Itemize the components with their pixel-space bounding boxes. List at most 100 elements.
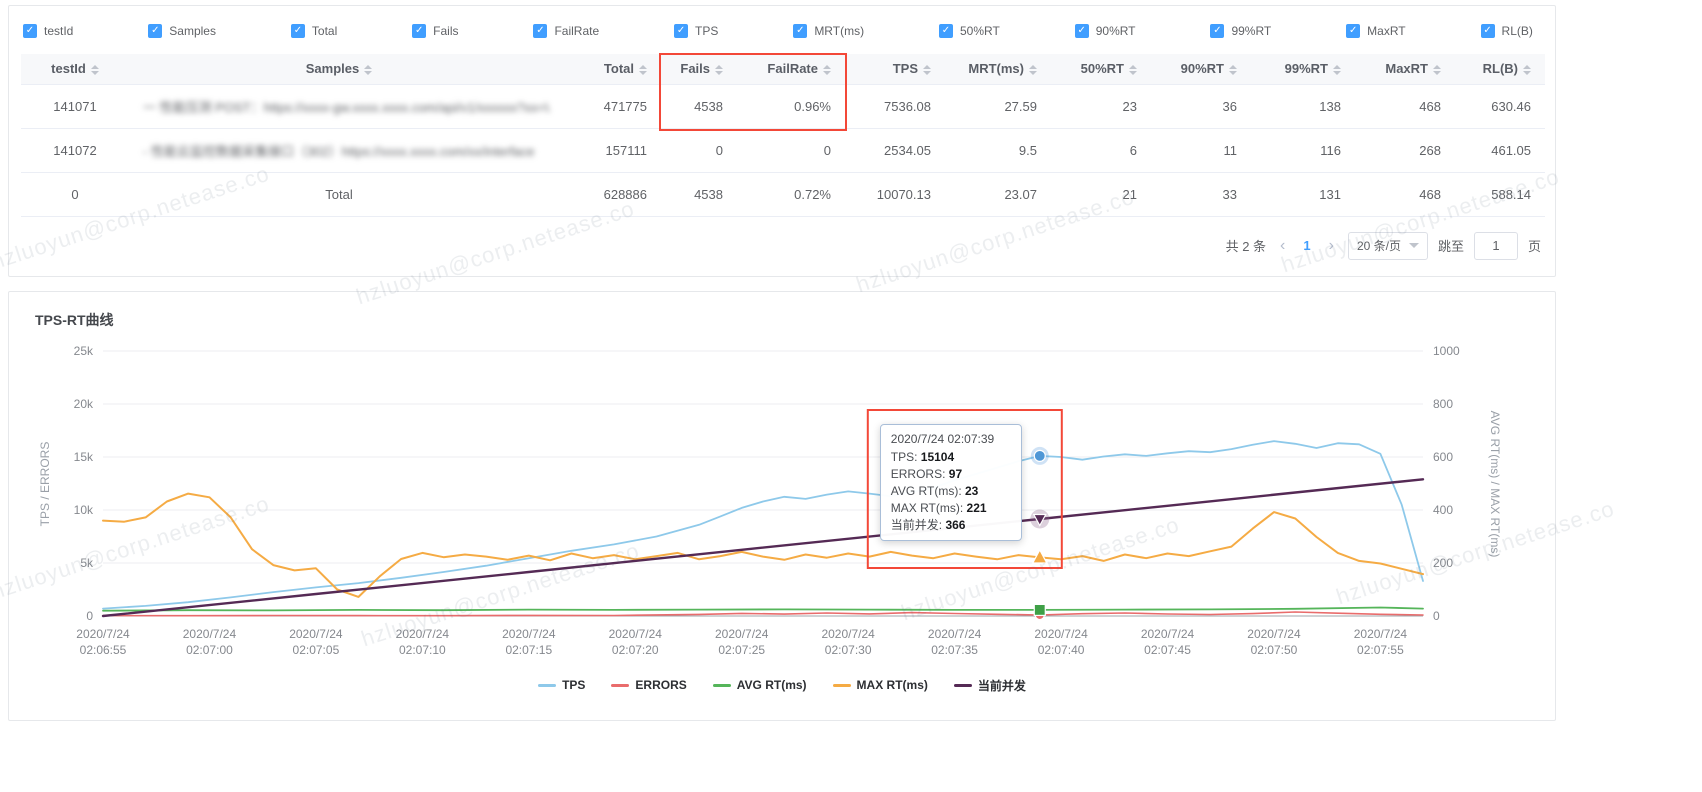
column-toggle-fails[interactable]: ✓ Fails [412, 24, 459, 38]
page-number-button[interactable]: 1 [1303, 238, 1311, 253]
checkbox-checked-icon[interactable]: ✓ [23, 24, 37, 38]
table-cell: 11 [1151, 128, 1251, 173]
table-cell: 10070.13 [845, 172, 945, 217]
table-cell: 23.07 [945, 172, 1051, 217]
tps-rt-chart: 0 5k 10k 15k 20k 25k 0 200 400 600 800 1000 2020/7/2… [38, 344, 1502, 657]
checkbox-checked-icon[interactable]: ✓ [939, 24, 953, 38]
col-header-maxrt[interactable]: MaxRT [1355, 54, 1455, 84]
legend-item-MAX RT(ms)[interactable]: MAX RT(ms) [832, 678, 928, 692]
left-axis-tick: 25k [74, 344, 94, 358]
table-cell: 一 性能压测 POST：https://xxxx-gw.xxxx.xxxx.co… [129, 83, 549, 129]
col-header-failrate[interactable]: FailRate [737, 54, 845, 84]
sort-icon[interactable] [1129, 64, 1137, 75]
col-header-label: 50%RT [1080, 61, 1124, 77]
page-size-select[interactable]: 20 条/页 [1347, 231, 1428, 260]
chart-area: 0 5k 10k 15k 20k 25k 0 200 400 600 800 1000 2020/7/2… [33, 336, 1533, 671]
legend-marker-icon [832, 683, 851, 687]
table-cell: 33 [1151, 172, 1251, 217]
col-header-testid[interactable]: testId [21, 54, 129, 84]
column-toggle-row: ✓ testId ✓ Samples ✓ Total ✓ Fails ✓ FailRate ✓ TPS… [9, 6, 1555, 54]
col-header-label: RL(B) [1482, 61, 1518, 77]
column-toggle-total[interactable]: ✓ Total [290, 24, 337, 38]
sort-icon[interactable] [715, 64, 723, 75]
table-cell: 0.96% [737, 83, 845, 129]
checkbox-checked-icon[interactable]: ✓ [1480, 24, 1495, 38]
x-axis-tick-time: 02:07:20 [612, 643, 659, 657]
col-header-samples[interactable]: Samples [129, 54, 549, 84]
left-axis-title: TPS / ERRORS [38, 441, 52, 526]
right-axis-tick: 400 [1433, 503, 1453, 517]
column-toggle-testid[interactable]: ✓ testId [23, 24, 73, 38]
checkbox-checked-icon[interactable]: ✓ [533, 24, 548, 38]
checkbox-checked-icon[interactable]: ✓ [412, 24, 427, 38]
column-toggle-samples[interactable]: ✓ Samples [148, 24, 216, 38]
col-header-50-rt[interactable]: 50%RT [1051, 54, 1151, 84]
right-axis-tick: 600 [1433, 450, 1453, 464]
x-axis-tick-date: 2020/7/24 [289, 627, 343, 641]
col-header-rl-b-[interactable]: RL(B) [1455, 54, 1545, 84]
table-cell: 588.14 [1455, 172, 1545, 217]
table-cell: 468 [1355, 83, 1455, 129]
checkbox-checked-icon[interactable]: ✓ [1346, 24, 1361, 38]
sort-icon[interactable] [364, 64, 373, 75]
x-axis-tick-date: 2020/7/24 [183, 627, 237, 641]
legend-item-TPS[interactable]: TPS [538, 678, 585, 692]
col-header-99-rt[interactable]: 99%RT [1251, 54, 1355, 84]
next-page-button[interactable]: › [1328, 236, 1334, 254]
column-toggle-failrate[interactable]: ✓ FailRate [533, 24, 599, 38]
legend-item-ERRORS[interactable]: ERRORS [611, 678, 687, 692]
sort-icon[interactable] [923, 64, 931, 75]
checkbox-checked-icon[interactable]: ✓ [290, 24, 305, 38]
col-header-label: FailRate [767, 61, 818, 77]
right-axis-tick: 0 [1433, 609, 1440, 623]
checkbox-checked-icon[interactable]: ✓ [793, 24, 808, 38]
column-toggle-tps[interactable]: ✓ TPS [674, 24, 718, 38]
col-header-tps[interactable]: TPS [845, 54, 945, 84]
col-header-90-rt[interactable]: 90%RT [1151, 54, 1251, 84]
col-header-total[interactable]: Total [549, 54, 661, 84]
sort-icon[interactable] [1433, 64, 1441, 75]
sort-icon[interactable] [639, 64, 647, 75]
column-toggle-maxrt[interactable]: ✓ MaxRT [1346, 24, 1406, 38]
col-header-label: Total [603, 61, 634, 77]
column-toggle-mrt-ms-[interactable]: ✓ MRT(ms) [793, 24, 864, 38]
checkbox-checked-icon[interactable]: ✓ [1210, 24, 1225, 38]
column-toggle-50-rt[interactable]: ✓ 50%RT [939, 24, 1000, 38]
sort-icon[interactable] [823, 64, 831, 75]
x-axis-tick-date: 2020/7/24 [1354, 627, 1408, 641]
sort-icon[interactable] [1523, 64, 1531, 75]
table-row: 0 Total 628886 4538 0.72% 10070.13 23.07 21 33 13… [21, 172, 1545, 217]
legend-item-当前并发[interactable]: 当前并发 [953, 677, 1026, 694]
sort-icon[interactable] [1333, 64, 1341, 75]
table-cell: 468 [1355, 172, 1455, 217]
col-header-label: MaxRT [1385, 61, 1428, 77]
table-cell: 21 [1051, 172, 1151, 217]
prev-page-button[interactable]: ‹ [1280, 236, 1286, 254]
column-toggle-rl-b-[interactable]: ✓ RL(B) [1480, 24, 1533, 38]
legend-item-AVG RT(ms)[interactable]: AVG RT(ms) [712, 678, 807, 692]
checkbox-label: TPS [695, 24, 719, 38]
checkbox-checked-icon[interactable]: ✓ [674, 24, 689, 38]
jump-page-input[interactable] [1473, 231, 1518, 260]
x-axis-tick-time: 02:07:40 [1038, 643, 1085, 657]
sort-icon[interactable] [1229, 64, 1237, 75]
table-cell: 0.72% [737, 172, 845, 217]
x-axis-tick-date: 2020/7/24 [609, 627, 663, 641]
tooltip-entry: MAX RT(ms): 221 [890, 500, 987, 515]
col-header-mrt-ms-[interactable]: MRT(ms) [945, 54, 1051, 84]
column-toggle-90-rt[interactable]: ✓ 90%RT [1074, 24, 1136, 38]
table-cell: 268 [1355, 128, 1455, 173]
table-cell: 138 [1251, 83, 1355, 129]
legend-marker-icon [538, 683, 557, 687]
left-axis-tick: 5k [80, 556, 94, 570]
col-header-fails[interactable]: Fails [661, 54, 737, 84]
table-cell: 628886 [549, 172, 661, 217]
sort-icon[interactable] [90, 64, 99, 75]
checkbox-checked-icon[interactable]: ✓ [148, 24, 163, 38]
checkbox-label: RL(B) [1501, 24, 1533, 38]
sort-icon[interactable] [1029, 64, 1037, 75]
table-cell: 4538 [661, 83, 737, 129]
table-cell: 0 [21, 172, 129, 217]
column-toggle-99-rt[interactable]: ✓ 99%RT [1210, 24, 1271, 38]
checkbox-checked-icon[interactable]: ✓ [1074, 24, 1089, 38]
